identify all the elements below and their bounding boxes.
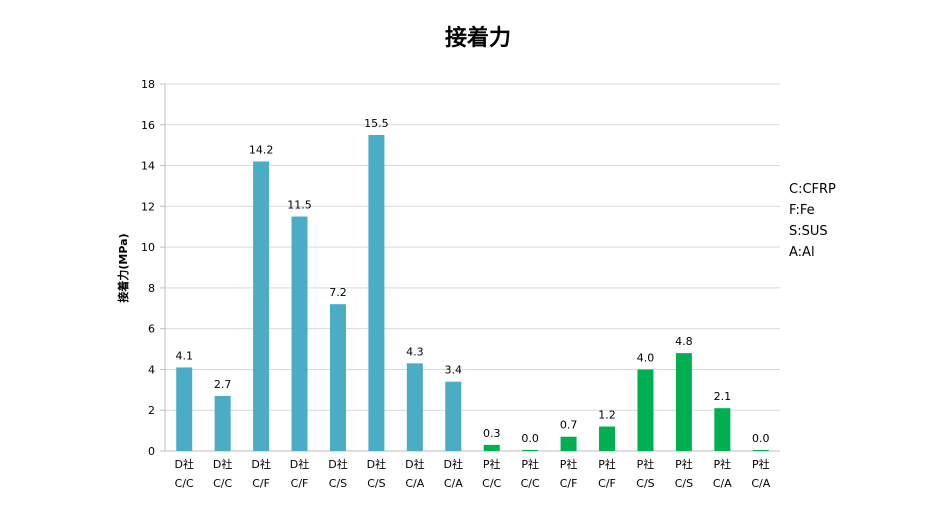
x-tick-label-combo: C/A xyxy=(444,477,463,490)
y-tick-label: 8 xyxy=(148,282,155,295)
bars xyxy=(176,134,769,451)
y-tick-labels: 0 2 4 6 8 10 12 14 16 18 xyxy=(141,78,165,458)
x-tick-label-combo: C/F xyxy=(291,477,309,490)
y-tick-label: 6 xyxy=(148,323,155,336)
x-tick-label-combo: C/C xyxy=(521,477,540,490)
x-tick-label-combo: C/S xyxy=(636,477,654,490)
y-tick-label: 18 xyxy=(141,78,155,91)
material-note: S:SUS xyxy=(789,224,828,239)
y-tick-label: 0 xyxy=(148,445,155,458)
bar xyxy=(329,304,346,451)
bar xyxy=(176,367,193,451)
material-note: A:Al xyxy=(789,245,815,260)
x-tick-label-company: D社 xyxy=(213,457,232,471)
data-label: 1.2 xyxy=(598,409,616,422)
data-labels: 4.1 2.7 14.2 11.5 7.2 15.5 4.3 3.4 0.3 0.0 0.7 1.2 4… xyxy=(175,117,769,445)
x-tick-label-company: D社 xyxy=(290,457,309,471)
x-tick-label-company: P社 xyxy=(598,457,616,471)
x-tick-label-combo: C/S xyxy=(367,477,385,490)
bar xyxy=(214,395,231,451)
y-tick-label: 12 xyxy=(141,200,155,213)
y-tick-label: 10 xyxy=(141,241,155,254)
x-tick-label-combo: C/A xyxy=(405,477,424,490)
legend-notes: C:CFRP F:Fe S:SUS A:Al xyxy=(789,182,836,260)
bar xyxy=(637,369,654,451)
bar xyxy=(522,450,539,451)
data-label: 4.3 xyxy=(406,345,424,358)
x-tick-label-company: P社 xyxy=(714,457,732,471)
x-tick-label-company: D社 xyxy=(444,457,463,471)
x-tick-label-combo: C/F xyxy=(560,477,578,490)
x-tick-label-company: P社 xyxy=(483,457,501,471)
bar xyxy=(368,134,385,451)
x-tick-label-combo: C/A xyxy=(751,477,770,490)
x-tick-label-combo: C/A xyxy=(713,477,732,490)
material-note: C:CFRP xyxy=(789,182,836,197)
material-note: F:Fe xyxy=(789,203,815,218)
x-tick-label-company: P社 xyxy=(675,457,693,471)
y-tick-label: 4 xyxy=(148,363,155,376)
data-label: 7.2 xyxy=(329,286,347,299)
bar xyxy=(752,450,769,451)
category-labels: D社 C/C D社 C/C D社 C/F D社 C/F D社 C/S D社 C/S D社 C/A D社 C/A… xyxy=(174,457,770,490)
data-label: 0.7 xyxy=(560,419,578,432)
x-tick-label-company: D社 xyxy=(251,457,270,471)
x-tick-label-company: D社 xyxy=(174,457,193,471)
data-label: 4.1 xyxy=(175,349,193,362)
x-tick-label-company: P社 xyxy=(560,457,578,471)
data-label: 4.0 xyxy=(637,351,655,364)
data-label: 0.0 xyxy=(521,432,539,445)
data-label: 2.1 xyxy=(714,390,732,403)
x-tick-label-combo: C/C xyxy=(175,477,194,490)
y-tick-label: 16 xyxy=(141,119,155,132)
data-label: 4.8 xyxy=(675,335,693,348)
data-label: 2.7 xyxy=(214,378,232,391)
x-tick-label-combo: C/S xyxy=(329,477,347,490)
data-label: 14.2 xyxy=(249,143,274,156)
x-tick-label-combo: C/C xyxy=(482,477,501,490)
x-tick-label-company: D社 xyxy=(328,457,347,471)
chart-title: 接着力 xyxy=(445,25,511,51)
x-tick-label-company: D社 xyxy=(405,457,424,471)
bar xyxy=(675,353,692,451)
x-tick-label-company: P社 xyxy=(752,457,770,471)
x-tick-label-company: D社 xyxy=(367,457,386,471)
x-tick-label-company: P社 xyxy=(521,457,539,471)
bar xyxy=(714,408,731,451)
y-tick-label: 2 xyxy=(148,404,155,417)
x-tick-label-combo: C/F xyxy=(252,477,270,490)
bar xyxy=(291,216,308,451)
x-tick-label-company: P社 xyxy=(637,457,655,471)
x-tick-label-combo: C/S xyxy=(675,477,693,490)
bar xyxy=(483,444,500,451)
y-axis-label: 接着力(MPa) xyxy=(116,233,130,302)
x-tick-label-combo: C/C xyxy=(213,477,232,490)
bar xyxy=(560,436,577,451)
x-tick-label-combo: C/F xyxy=(598,477,616,490)
data-label: 3.4 xyxy=(445,364,463,377)
bar xyxy=(445,381,462,451)
data-label: 0.0 xyxy=(752,432,770,445)
bar xyxy=(599,426,616,451)
y-tick-label: 14 xyxy=(141,160,155,173)
bar xyxy=(253,161,270,451)
data-label: 0.3 xyxy=(483,427,501,440)
bar xyxy=(406,363,423,451)
data-label: 15.5 xyxy=(364,117,389,130)
data-label: 11.5 xyxy=(287,199,312,212)
